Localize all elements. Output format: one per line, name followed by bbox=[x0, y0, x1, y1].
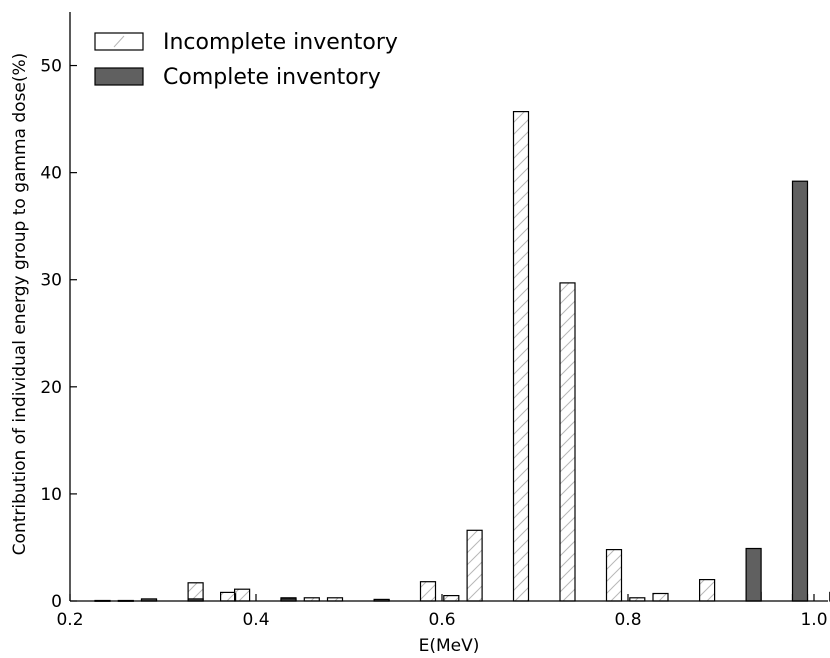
incomplete-bar bbox=[698, 578, 716, 602]
incomplete-bar bbox=[443, 594, 460, 602]
incomplete-bar bbox=[652, 592, 669, 602]
y-tick-label: 0 bbox=[51, 592, 62, 612]
legend: Incomplete inventory Complete inventory bbox=[94, 30, 398, 90]
y-tick-label: 10 bbox=[40, 485, 62, 505]
y-tick-label: 20 bbox=[40, 378, 62, 398]
incomplete-bar bbox=[559, 282, 576, 602]
complete-bar bbox=[791, 180, 809, 602]
y-tick-label: 40 bbox=[40, 164, 62, 184]
legend-hatch-mark bbox=[113, 35, 125, 48]
bars-layer bbox=[94, 110, 830, 602]
x-tick-label: 0.4 bbox=[242, 610, 269, 630]
x-tick-label: 1.0 bbox=[800, 610, 827, 630]
x-tick-label: 0.8 bbox=[614, 610, 641, 630]
incomplete-bar bbox=[419, 581, 437, 602]
incomplete-bar bbox=[605, 548, 623, 602]
x-tick-label: 0.6 bbox=[428, 610, 455, 630]
legend-swatch-complete bbox=[94, 67, 144, 86]
incomplete-bar bbox=[466, 529, 483, 602]
incomplete-bar bbox=[220, 591, 237, 602]
y-tick-label: 50 bbox=[40, 57, 62, 77]
incomplete-bar bbox=[234, 588, 251, 602]
legend-label-complete: Complete inventory bbox=[163, 65, 381, 90]
x-tick-label: 0.2 bbox=[56, 610, 83, 630]
incomplete-bar bbox=[187, 582, 204, 602]
y-tick-label: 30 bbox=[40, 271, 62, 291]
x-ticks: 0.20.40.60.81.01.2 bbox=[56, 594, 828, 630]
y-ticks: 0 10 20 30 40 50 bbox=[40, 57, 77, 612]
x-axis-label: E(MeV) bbox=[419, 636, 480, 656]
complete-bar bbox=[745, 547, 762, 602]
legend-label-incomplete: Incomplete inventory bbox=[163, 30, 398, 55]
y-axis-label: Contribution of individual energy group … bbox=[10, 53, 30, 556]
incomplete-bar bbox=[512, 110, 530, 602]
